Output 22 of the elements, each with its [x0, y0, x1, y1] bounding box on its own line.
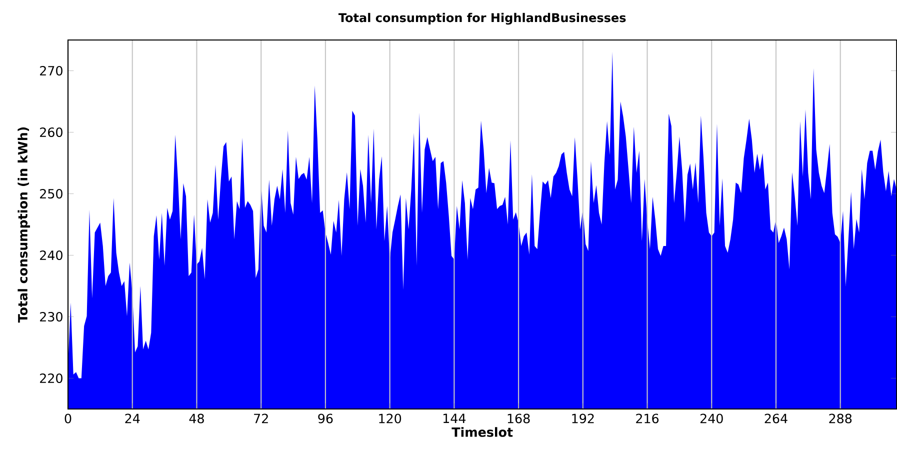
y-tick-label: 250: [40, 188, 62, 199]
y-axis-title: Total consumption (in kWh): [18, 127, 30, 323]
y-tick-label: 220: [40, 373, 62, 384]
x-axis-title: Timeslot: [452, 427, 513, 437]
x-tick-label: 24: [125, 414, 140, 424]
x-tick-label: 240: [700, 414, 723, 424]
x-tick-label: 72: [254, 414, 268, 424]
y-tick-label: 240: [40, 250, 62, 260]
y-tick-label: 270: [40, 66, 62, 76]
x-tick-label: 144: [443, 414, 466, 423]
y-tick-label: 230: [40, 312, 62, 322]
x-tick-label: 192: [572, 414, 594, 424]
x-tick-label: 0: [64, 414, 72, 424]
x-tick-label: 288: [829, 414, 852, 424]
x-tick-label: 96: [318, 414, 333, 424]
chart-title: Total consumption for HighlandBusinesses: [338, 12, 626, 25]
x-tick-label: 216: [636, 414, 659, 424]
x-tick-label: 168: [508, 414, 530, 424]
x-tick-label: 264: [764, 414, 788, 424]
y-tick-label: 260: [40, 127, 62, 138]
x-tick-label: 48: [189, 414, 204, 424]
x-tick-label: 120: [379, 414, 402, 424]
